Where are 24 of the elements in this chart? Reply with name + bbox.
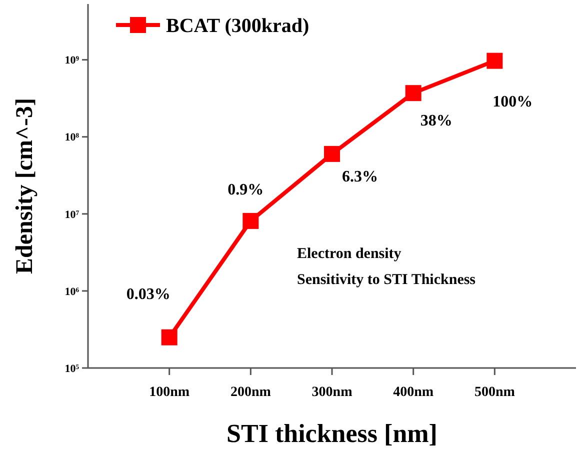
x-tick-label: 400nm: [393, 385, 434, 400]
annotation: 0.9%: [228, 182, 264, 199]
x-tick-label: 300nm: [312, 385, 353, 400]
annotation: 38%: [420, 112, 452, 130]
x-axis-title: STI thickness [nm]: [226, 419, 438, 448]
x-tick-label: 200nm: [230, 385, 272, 400]
point: [242, 212, 259, 229]
y-tick-label: 10$^{5}$: [64, 362, 80, 375]
point: [405, 85, 422, 102]
point: [161, 329, 178, 346]
y-tick-label: 10$^{6}$: [64, 286, 80, 298]
annotation: 6.3%: [342, 168, 378, 186]
annotation: Electron density Sensitivity to STI Thickness: [297, 246, 476, 288]
legend-label: BCAT (300krad): [166, 15, 310, 37]
y-tick-label: 10$^{7}$: [64, 208, 80, 221]
y-axis-title: Edensity [cm^-3]: [12, 98, 38, 274]
y-tick-label: 10$^{9}$: [64, 54, 80, 67]
y-tick-label: 10$^{8}$: [64, 132, 80, 144]
x-tick-label: 500nm: [474, 385, 516, 400]
point: [324, 146, 340, 162]
annotation: 100%: [492, 93, 533, 110]
x-tick-label: 100nm: [149, 385, 190, 400]
point: [486, 52, 503, 69]
annotation: 0.03%: [126, 286, 170, 303]
